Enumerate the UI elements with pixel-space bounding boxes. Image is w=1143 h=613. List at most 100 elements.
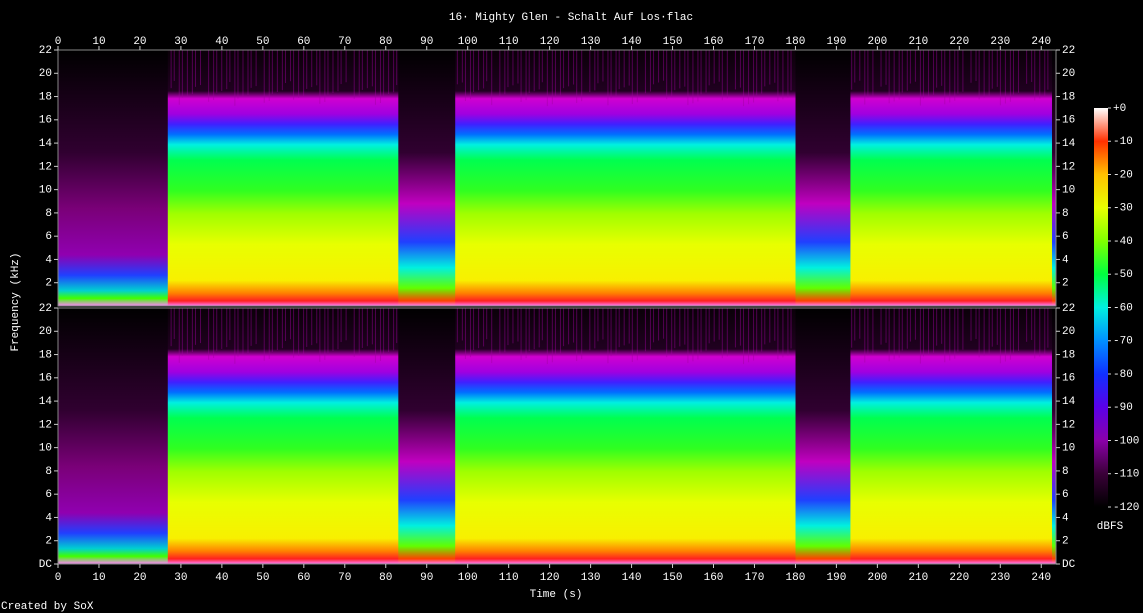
x-tick-label: 10 [92, 36, 105, 48]
y-tick-label: 6 [1062, 231, 1069, 243]
x-tick-label: 0 [55, 572, 62, 584]
x-tick-label: 40 [215, 36, 228, 48]
plot-frame [57, 49, 1057, 307]
x-tick-label: 200 [867, 36, 887, 48]
spectrogram-region [795, 308, 851, 564]
x-tick-label: 70 [338, 36, 351, 48]
x-axis-label: Time (s) [530, 589, 583, 601]
colorbar-tick-label: -60 [1113, 302, 1133, 314]
x-tick-label: 80 [379, 572, 392, 584]
x-tick-label: 120 [540, 36, 560, 48]
spectrogram-region [1052, 50, 1057, 306]
plot-frame [57, 307, 1057, 565]
spectrogram-region [398, 308, 456, 564]
spectrogram-region [850, 308, 1053, 564]
y-axis-label: Frequency (kHz) [10, 252, 22, 351]
y-tick-label: 4 [45, 512, 52, 524]
x-tick-label: 130 [581, 36, 601, 48]
x-tick-label: 150 [663, 36, 683, 48]
y-tick-label: 22 [39, 303, 52, 315]
y-tick-label: 2 [1062, 536, 1069, 548]
x-tick-label: 190 [827, 36, 847, 48]
colorbar-tick-label: -80 [1113, 369, 1133, 381]
y-tick-label: 8 [45, 208, 52, 220]
spectrogram-region [398, 50, 456, 306]
y-tick-label: 16 [39, 115, 52, 127]
x-tick-label: 90 [420, 36, 433, 48]
y-tick-label: 22 [1062, 45, 1075, 57]
x-tick-label: 90 [420, 572, 433, 584]
x-tick-label: 20 [133, 572, 146, 584]
y-tick-label: 8 [45, 466, 52, 478]
chart-title: 16· Mighty Glen - Schalt Auf Los·flac [449, 12, 693, 24]
x-tick-label: 160 [704, 572, 724, 584]
x-tick-label: 20 [133, 36, 146, 48]
x-tick-label: 60 [297, 36, 310, 48]
x-tick-label: 230 [990, 36, 1010, 48]
colorbar-tick-label: -20 [1113, 169, 1133, 181]
x-tick-label: 100 [458, 36, 478, 48]
y-tick-label: 6 [45, 489, 52, 501]
colorbar [1094, 108, 1108, 507]
y-tick-label: 2 [45, 278, 52, 290]
x-tick-label: 140 [622, 36, 642, 48]
y-tick-label: 10 [1062, 185, 1075, 197]
colorbar-tick-label: -10 [1113, 136, 1133, 148]
x-tick-label: 110 [499, 572, 519, 584]
colorbar-tick-label: -50 [1113, 269, 1133, 281]
x-tick-label: 130 [581, 572, 601, 584]
y-tick-label: 22 [39, 45, 52, 57]
y-tick-label: 18 [39, 91, 52, 103]
y-tick-label: DC [1062, 559, 1076, 571]
spectrogram-region [1052, 308, 1057, 564]
y-tick-label: 20 [1062, 68, 1075, 80]
x-tick-label: 240 [1031, 36, 1051, 48]
x-tick-label: 180 [786, 572, 806, 584]
y-tick-label: 10 [39, 185, 52, 197]
y-tick-label: 8 [1062, 466, 1069, 478]
y-tick-label: 6 [1062, 489, 1069, 501]
x-tick-label: 80 [379, 36, 392, 48]
x-tick-label: 230 [990, 572, 1010, 584]
y-tick-label: DC [39, 559, 53, 571]
y-tick-label: 8 [1062, 208, 1069, 220]
x-tick-label: 240 [1031, 572, 1051, 584]
x-tick-label: 210 [908, 572, 928, 584]
y-tick-label: 18 [1062, 91, 1075, 103]
x-tick-label: 170 [745, 572, 765, 584]
y-tick-label: 10 [39, 443, 52, 455]
y-tick-label: 4 [1062, 254, 1069, 266]
y-tick-label: 10 [1062, 443, 1075, 455]
colorbar-tick-label: -30 [1113, 203, 1133, 215]
y-tick-label: 12 [1062, 161, 1075, 173]
x-tick-label: 220 [949, 36, 969, 48]
y-tick-label: 4 [45, 254, 52, 266]
spectrogram-region [167, 308, 399, 564]
y-tick-label: 6 [45, 231, 52, 243]
spectrogram-region [455, 50, 797, 306]
x-tick-label: 0 [55, 36, 62, 48]
spectrogram-region [58, 308, 169, 564]
y-tick-label: 18 [39, 349, 52, 361]
footer: Created by SoX [1, 601, 94, 613]
y-tick-label: 14 [39, 138, 53, 150]
x-tick-label: 220 [949, 572, 969, 584]
colorbar-tick-label: -110 [1113, 469, 1139, 481]
x-tick-label: 180 [786, 36, 806, 48]
x-tick-label: 30 [174, 36, 187, 48]
spectrogram-region [795, 50, 851, 306]
y-tick-label: 18 [1062, 349, 1075, 361]
x-tick-label: 120 [540, 572, 560, 584]
spectrogram-region [58, 50, 169, 306]
y-tick-label: 16 [1062, 115, 1075, 127]
colorbar-tick-label: -100 [1113, 435, 1139, 447]
colorbar-tick-label: -90 [1113, 402, 1133, 414]
x-tick-label: 190 [827, 572, 847, 584]
y-tick-label: 4 [1062, 512, 1069, 524]
x-tick-label: 140 [622, 572, 642, 584]
y-tick-label: 20 [1062, 326, 1075, 338]
x-tick-label: 210 [908, 36, 928, 48]
x-tick-label: 30 [174, 572, 187, 584]
